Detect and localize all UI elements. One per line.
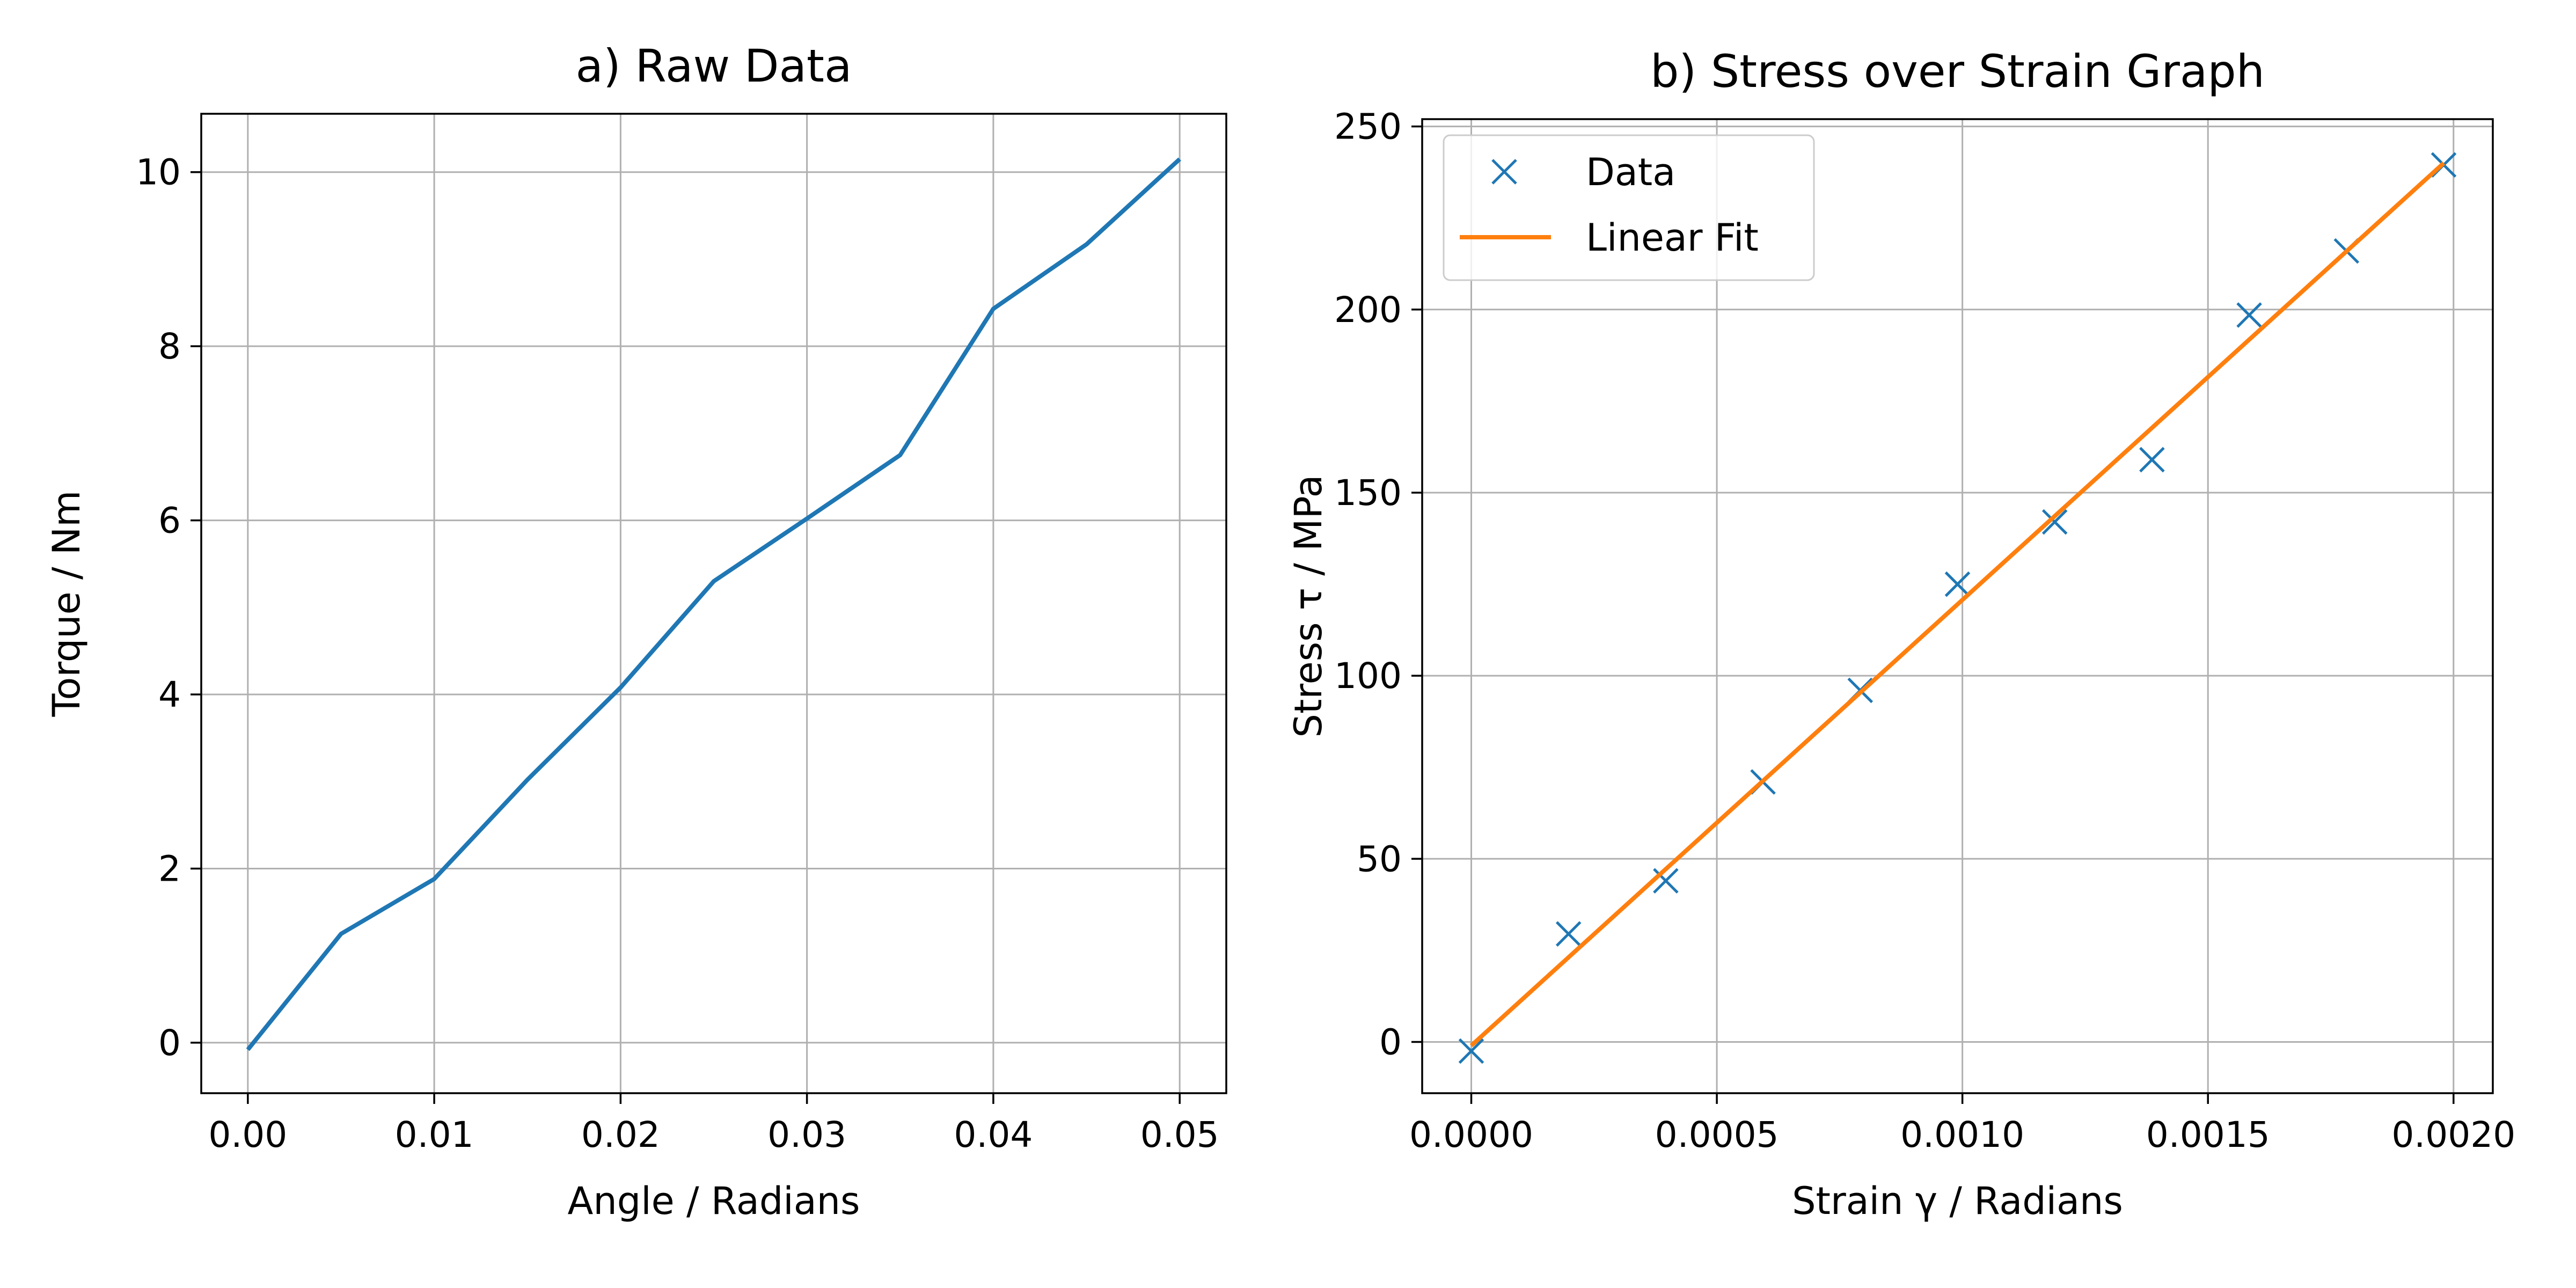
y-axis-label: Stress τ / MPa — [1286, 475, 1330, 738]
data-marker-stroke — [1458, 1038, 1484, 1064]
axes-frame — [1421, 118, 2494, 1094]
x-tick-label: 0.05 — [1140, 1114, 1219, 1155]
gridlines — [1422, 119, 2493, 1093]
axis-ticks: 0.00 0.01 0.02 0.03 0.04 0.05 0 2 4 6 8 10 — [136, 152, 1219, 1155]
y-axis-label: Torque / Nm — [45, 491, 89, 718]
legend-label-linear-fit: Linear Fit — [1586, 216, 1759, 260]
x-tick-label: 0.02 — [581, 1114, 660, 1155]
data-marker-stroke — [2236, 302, 2262, 328]
data-point — [1653, 868, 1679, 894]
y-tick-label: 100 — [1334, 655, 1402, 697]
data-point — [1944, 571, 1971, 597]
data-marker-stroke — [1491, 159, 1517, 185]
chart-title: a) Raw Data — [576, 40, 852, 92]
x-axis-label: Strain γ / Radians — [1792, 1179, 2123, 1223]
x-tick-label: 0.0005 — [1655, 1114, 1779, 1155]
data-marker-stroke — [1555, 921, 1582, 947]
x-tick-label: 0.0010 — [1900, 1114, 2024, 1155]
axes-frame — [200, 113, 1227, 1094]
data-marker-stroke — [2139, 447, 2165, 473]
y-tick-label: 0 — [1379, 1021, 1402, 1063]
plot-area — [1458, 152, 2457, 1064]
series-line — [1469, 161, 2446, 1048]
x-tick-label: 0.04 — [954, 1114, 1033, 1155]
legend-marker-data — [1491, 159, 1517, 185]
y-tick-label: 4 — [158, 674, 181, 715]
plot-area — [246, 157, 1181, 1051]
y-tick-label: 200 — [1334, 289, 1402, 331]
x-tick-label: 0.0015 — [2146, 1114, 2270, 1155]
y-tick-label: 150 — [1334, 472, 1402, 514]
legend-label-data: Data — [1586, 150, 1675, 194]
y-tick-label: 250 — [1334, 106, 1402, 148]
y-tick-label: 2 — [158, 848, 181, 889]
y-tick-label: 6 — [158, 500, 181, 541]
x-axis-label: Angle / Radians — [568, 1179, 860, 1223]
axis-ticks: 0.0000 0.0005 0.0010 0.0015 0.0020 0 50 100 150 2… — [1334, 106, 2515, 1155]
chart-title: b) Stress over Strain Graph — [1650, 45, 2265, 98]
data-point — [2139, 447, 2165, 473]
data-marker-stroke — [1653, 868, 1679, 894]
y-tick-label: 8 — [158, 326, 181, 367]
legend-marker-stroke — [1491, 159, 1517, 185]
y-tick-label: 10 — [136, 152, 181, 193]
x-tick-label: 0.03 — [767, 1114, 846, 1155]
series-line — [246, 157, 1181, 1051]
data-marker-stroke — [2041, 509, 2068, 535]
x-tick-label: 0.0000 — [1409, 1114, 1533, 1155]
gridlines — [201, 114, 1226, 1093]
data-point — [2236, 302, 2262, 328]
data-point — [1458, 1038, 1484, 1064]
data-point — [2041, 509, 2068, 535]
legend-box — [1443, 134, 1815, 281]
x-tick-label: 0.01 — [395, 1114, 474, 1155]
data-marker-stroke — [1944, 571, 1971, 597]
x-tick-label: 0.0020 — [2391, 1114, 2515, 1155]
x-tick-label: 0.00 — [208, 1114, 287, 1155]
data-point — [1555, 921, 1582, 947]
legend: Data Linear Fit — [1443, 134, 1815, 281]
chart-panel-raw-data: 0.00 0.01 0.02 0.03 0.04 0.05 0 2 4 6 8 10 a) Raw D… — [45, 40, 1227, 1223]
y-tick-label: 0 — [158, 1022, 181, 1064]
chart-panel-stress-strain: 0.0000 0.0005 0.0010 0.0015 0.0020 0 50 100 150 2… — [1286, 45, 2515, 1223]
y-tick-label: 50 — [1357, 838, 1402, 880]
